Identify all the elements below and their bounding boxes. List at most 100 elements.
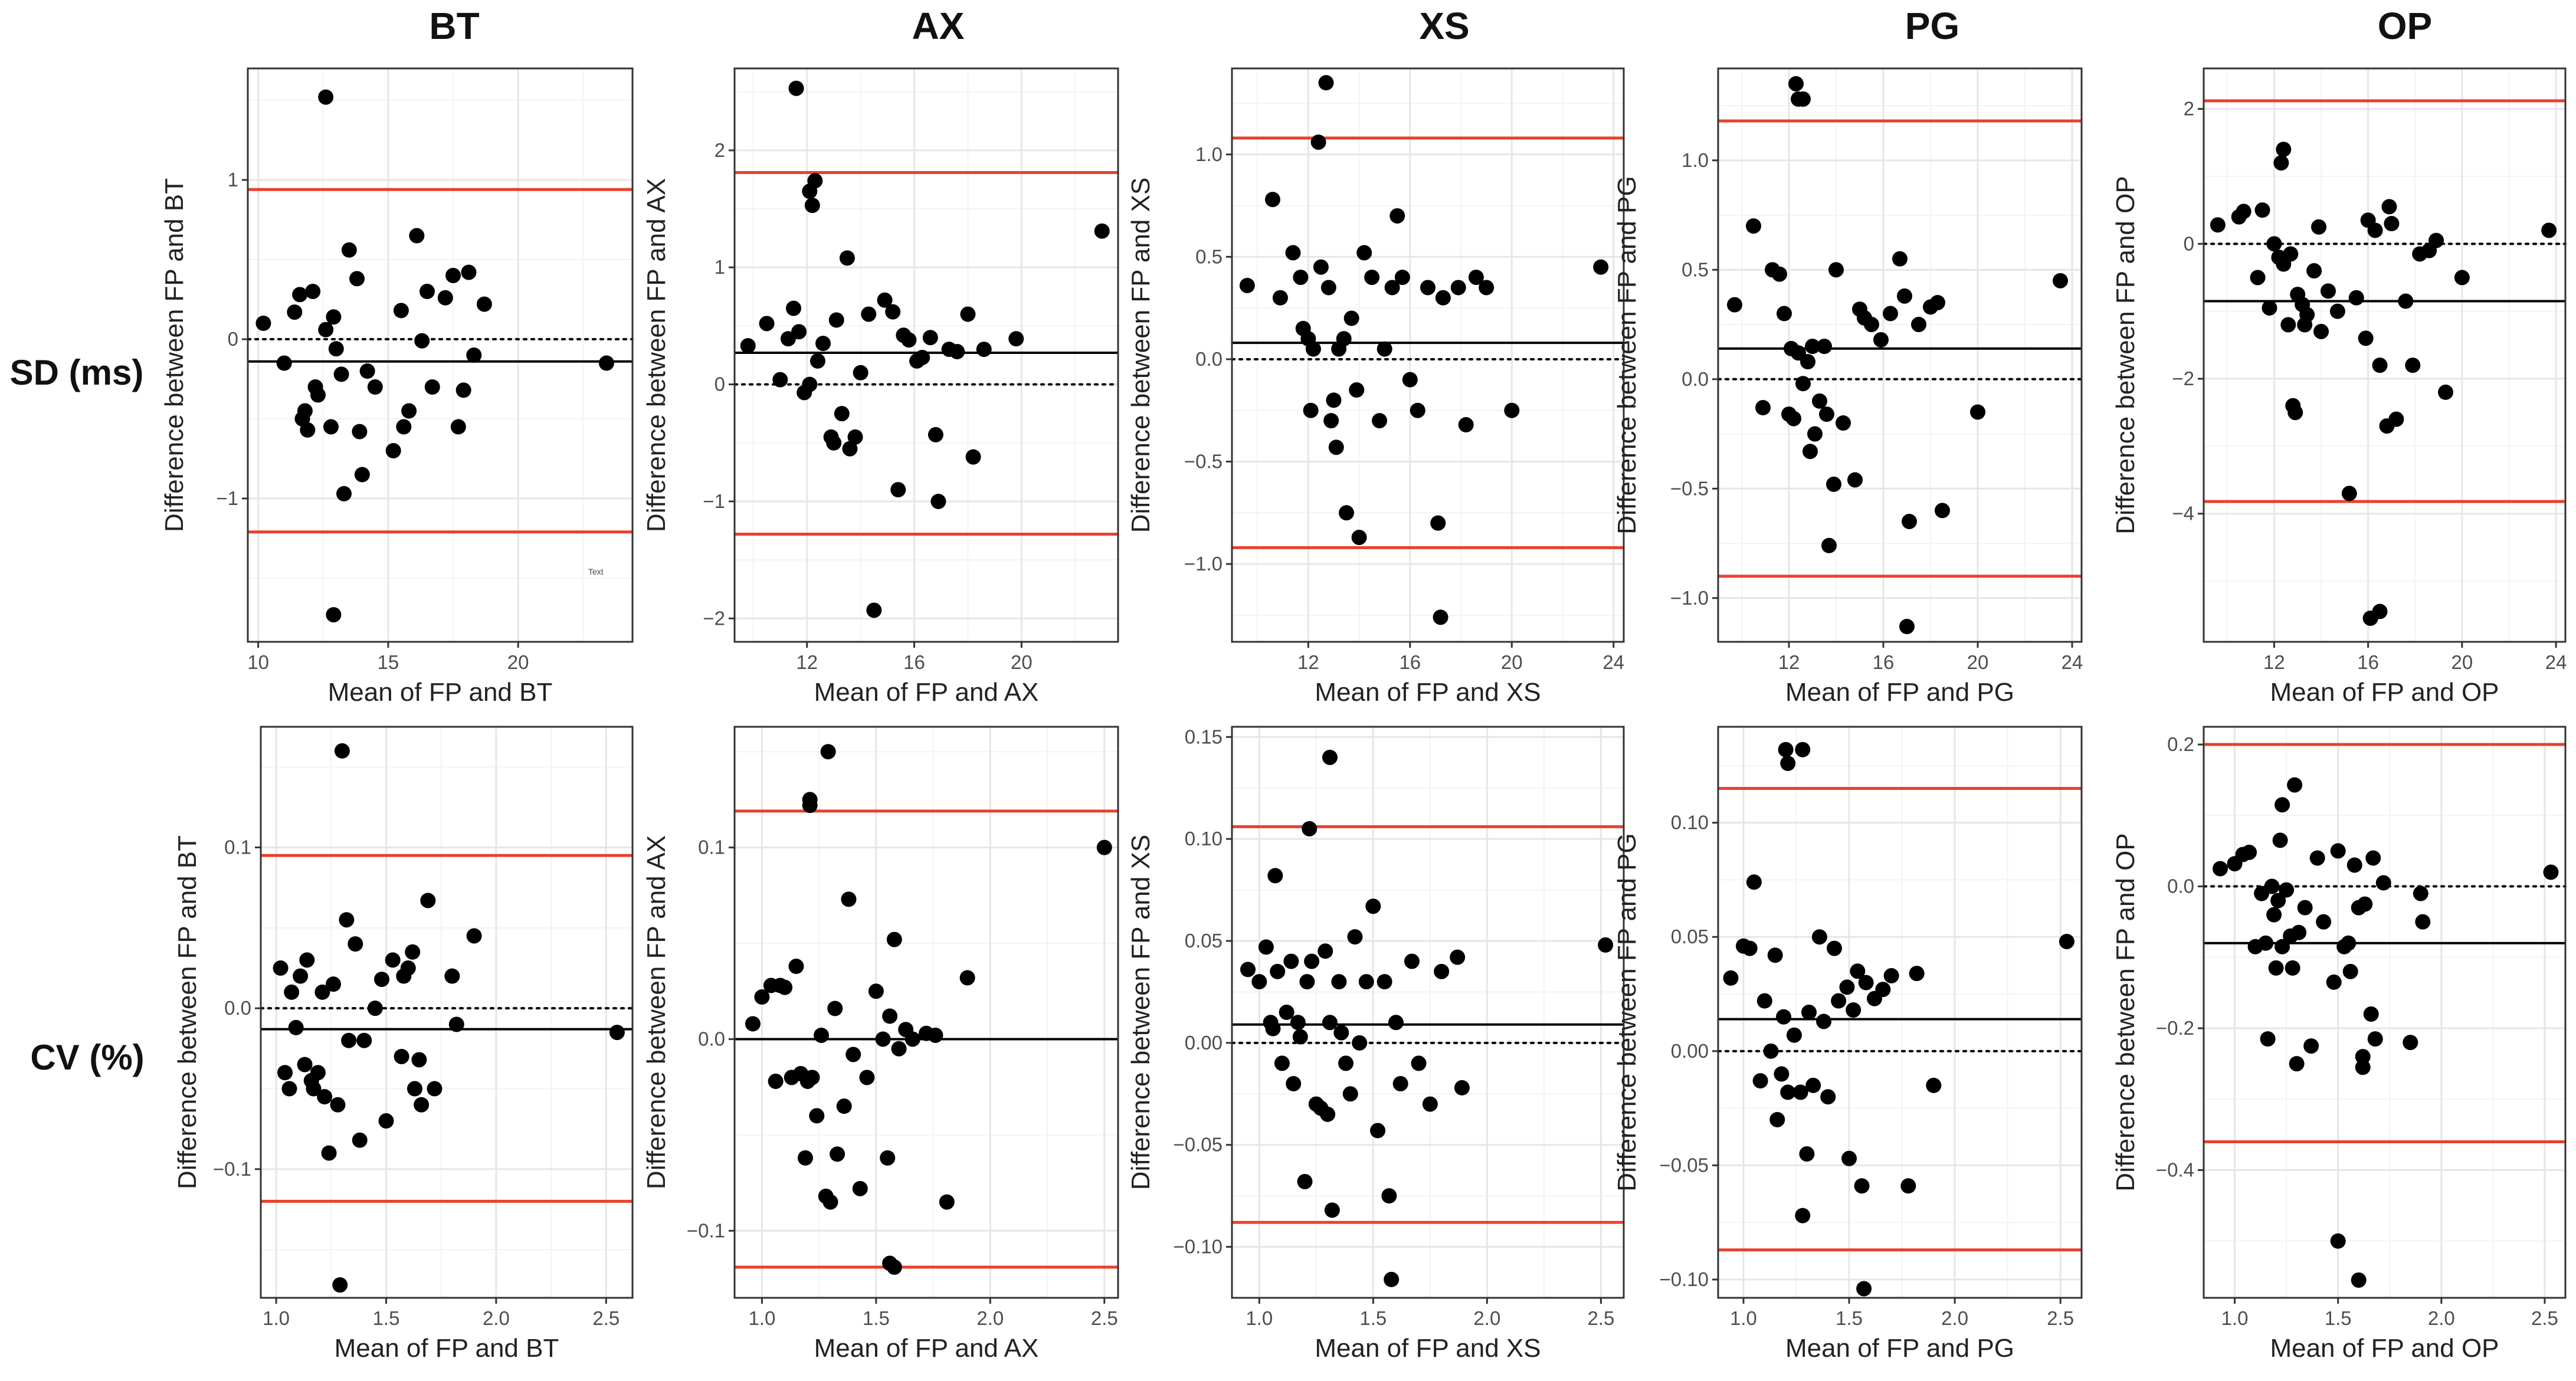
data-point (2372, 357, 2388, 373)
x-tick-label: 12 (1297, 651, 1319, 673)
data-point (915, 349, 930, 365)
y-tick-label: 0.0 (1195, 348, 1223, 370)
data-point (2403, 1035, 2418, 1051)
data-point (1322, 1015, 1338, 1031)
x-tick-label: 16 (2357, 651, 2379, 673)
data-point (841, 891, 857, 907)
plot-background (2204, 727, 2565, 1298)
data-point (861, 306, 877, 322)
data-point (1900, 1178, 1916, 1194)
data-point (1267, 868, 1283, 884)
x-tick-label: 12 (1778, 651, 1800, 673)
data-point (1331, 974, 1347, 990)
x-tick-label: 2.5 (1091, 1307, 1118, 1329)
y-tick-label: 0.0 (2167, 875, 2194, 897)
plot-border (733, 726, 1119, 1299)
y-tick-label: 0.1 (698, 837, 725, 858)
data-point (2415, 914, 2431, 930)
data-point (400, 960, 416, 976)
data-point (1454, 1080, 1470, 1095)
data-point (1805, 339, 1820, 355)
data-point (1094, 223, 1110, 239)
data-point (1883, 306, 1898, 322)
data-point (1780, 1084, 1796, 1100)
data-point (1389, 208, 1405, 224)
x-axis-title: Mean of FP and BT (328, 678, 553, 707)
x-tick-label: 2.5 (2531, 1307, 2558, 1329)
data-point (1336, 331, 1352, 347)
data-point (277, 1065, 293, 1081)
data-point (1292, 1029, 1308, 1045)
data-point (1310, 134, 1326, 150)
data-point (2273, 155, 2289, 171)
x-tick-label: 1.0 (1246, 1307, 1273, 1329)
y-tick-label: −0.05 (1660, 1154, 1709, 1176)
data-point (1756, 993, 1772, 1009)
x-tick-label: 20 (2451, 651, 2473, 673)
data-point (385, 952, 401, 968)
data-point (1727, 297, 1742, 313)
data-point (445, 268, 461, 283)
x-tick-label: 20 (1501, 651, 1523, 673)
data-point (2210, 217, 2226, 233)
data-point (407, 1081, 422, 1097)
data-point (330, 1097, 346, 1113)
data-point (374, 972, 390, 988)
x-tick-label: 16 (1873, 651, 1895, 673)
data-point (1264, 192, 1280, 208)
data-point (1422, 1096, 1438, 1112)
y-tick-label: −0.5 (1670, 477, 1709, 499)
data-point (1342, 1086, 1358, 1102)
x-tick-label: 1.5 (1836, 1307, 1863, 1329)
data-point (2254, 202, 2270, 218)
data-point (2342, 963, 2358, 979)
x-tick-label: 10 (247, 651, 269, 673)
x-axis-title: Mean of FP and AX (814, 678, 1039, 707)
data-point (427, 1081, 443, 1097)
data-point (1283, 953, 1299, 969)
y-tick-label: 0.5 (1682, 258, 1709, 280)
y-tick-label: 0 (228, 328, 238, 350)
y-tick-label: 1.0 (1682, 149, 1709, 171)
data-point (2258, 935, 2274, 951)
y-tick-label: −1.0 (1670, 587, 1709, 609)
data-point (2428, 232, 2444, 248)
data-point (2355, 1049, 2371, 1065)
data-point (1433, 609, 1448, 625)
data-point (827, 1001, 843, 1016)
data-point (1394, 270, 1410, 286)
plot-border (1717, 726, 2083, 1299)
x-tick-label: 15 (378, 651, 399, 673)
panel-sd-xs: 12 16 20 24 −1.0 −0.5 0.0 0.5 1.0 Mean of FP and … (1126, 67, 1625, 707)
data-point (2346, 857, 2362, 873)
data-point (359, 363, 375, 379)
data-point (791, 324, 807, 340)
data-point (877, 292, 893, 308)
data-point (2379, 418, 2395, 434)
data-point (2454, 270, 2470, 286)
data-point (949, 344, 965, 360)
x-tick-label: 2.0 (1941, 1307, 1968, 1329)
y-tick-label: 0.0 (224, 997, 251, 1019)
panel-cv-bt: 1.0 1.5 2.0 2.5 −0.1 0.0 0.1 Mean of FP and BT D… (173, 726, 634, 1363)
data-point (444, 968, 460, 984)
data-point (2276, 142, 2292, 158)
data-point (341, 242, 357, 258)
data-point (314, 984, 330, 1000)
panel-cv-op: 1.0 1.5 2.0 2.5 −0.4 −0.2 0.0 0.2 Mean of FP and… (2111, 726, 2567, 1363)
data-point (885, 304, 901, 320)
data-point (466, 928, 482, 944)
data-point (1293, 270, 1309, 286)
data-point (1883, 968, 1899, 984)
y-tick-label: 0.0 (698, 1028, 725, 1049)
data-point (802, 183, 818, 199)
data-point (2250, 270, 2266, 286)
data-point (1875, 982, 1891, 998)
data-point (1800, 354, 1815, 370)
data-point (886, 1259, 902, 1275)
data-point (1909, 966, 1925, 982)
data-point (2270, 893, 2286, 908)
data-point (1352, 1035, 1368, 1051)
data-point (2309, 850, 2325, 866)
